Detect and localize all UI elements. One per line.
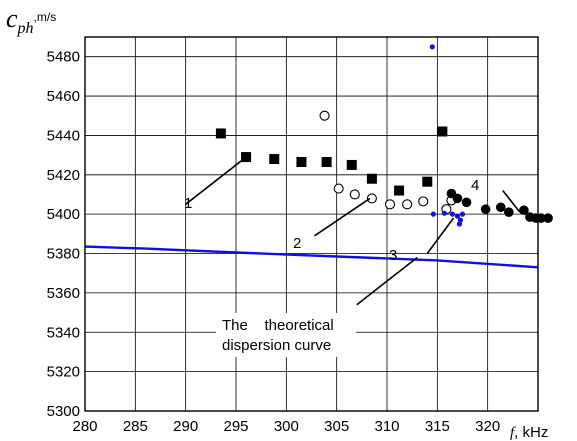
y-tick-label: 5420: [47, 167, 80, 184]
x-axis-label: f, kHz: [510, 424, 548, 441]
y-tick-label: 5380: [47, 246, 80, 263]
data-point-square: [296, 156, 307, 167]
data-point-blue-dot: [457, 217, 464, 223]
x-tick-label: 315: [425, 418, 450, 435]
data-point-filled-circle: [480, 204, 491, 215]
y-tick-label: 5400: [47, 206, 80, 223]
curve-label-line2: dispersion curve: [222, 337, 331, 354]
data-point-filled-circle: [504, 207, 514, 217]
annotation-leader-line: [502, 190, 521, 213]
x-tick-label: 295: [223, 418, 248, 435]
y-axis-symbol: c: [6, 4, 18, 33]
theoretical-curve-layer: [85, 245, 538, 269]
x-tick-label: 300: [274, 418, 299, 435]
x-tick-labels: 280 285 290 295 300 305 310 315 320: [72, 418, 500, 435]
x-tick-label: 320: [475, 418, 500, 435]
data-point-open-circle: [349, 189, 360, 200]
data-point-open-circle: [319, 110, 330, 121]
theoretical-dispersion-curve: [85, 245, 538, 269]
data-point-filled-circle: [461, 197, 472, 208]
annotation-leader-line: [185, 156, 247, 205]
data-point-square: [394, 185, 405, 196]
data-point-blue-dot: [441, 210, 447, 216]
y-tick-label: 5360: [47, 285, 80, 302]
x-tick-label: 310: [374, 418, 399, 435]
data-point-square: [321, 156, 332, 167]
y-axis-unit: ,m/s: [34, 10, 57, 24]
y-tick-label: 5320: [47, 364, 80, 381]
x-tick-label: 290: [173, 418, 198, 435]
x-axis-unit: , kHz: [514, 424, 548, 441]
data-point-blue-dot: [429, 44, 435, 50]
data-point-square: [366, 173, 377, 184]
x-tick-label: 285: [123, 418, 148, 435]
y-tick-label: 5440: [47, 127, 80, 144]
annotation-leader-line: [426, 217, 455, 255]
y-tick-label: 5480: [47, 49, 80, 66]
curve-number-4: 4: [471, 177, 479, 194]
data-point-blue-dot: [459, 211, 466, 217]
data-point-open-circle: [384, 199, 396, 210]
y-tick-labels: 5300 5320 5340 5360 5380 5400 5420 5440 5460 5480: [47, 49, 80, 420]
annotation-leader-line: [314, 197, 371, 237]
x-tick-label: 280: [72, 418, 97, 435]
data-point-square: [215, 128, 226, 139]
y-tick-label: 5460: [47, 88, 80, 105]
y-axis-subscript: ph: [17, 20, 34, 37]
data-point-blue-dot: [449, 211, 456, 217]
y-tick-label: 5340: [47, 324, 80, 341]
curve-number-3: 3: [389, 247, 397, 264]
curve-label-box: [216, 313, 356, 357]
data-point-blue-dot: [456, 221, 463, 227]
data-point-square: [422, 176, 433, 187]
x-axis-symbol: f: [510, 425, 516, 441]
data-point-filled-circle: [452, 193, 463, 204]
y-tick-label: 5300: [47, 403, 80, 420]
data-point-open-circle: [366, 193, 377, 204]
x-tick-label: 305: [324, 418, 349, 435]
data-point-open-circle: [418, 196, 429, 207]
data-point-square: [346, 159, 357, 170]
data-point-square: [437, 126, 448, 137]
data-point-filled-circle: [519, 205, 529, 216]
data-point-blue-dot: [454, 213, 461, 219]
curve-label-line1: The theoretical: [222, 317, 334, 334]
annotation-layer: [185, 156, 521, 306]
y-axis-label: cph,m/s: [6, 4, 56, 37]
data-point-filled-circle: [495, 202, 506, 213]
curve-number-2: 2: [293, 235, 301, 252]
data-point-square: [269, 154, 280, 165]
data-point-open-circle: [333, 183, 344, 194]
annotation-leader-line: [356, 256, 418, 306]
plot-frame: [84, 36, 539, 412]
data-point-blue-dot: [430, 211, 436, 217]
data-point-open-circle: [402, 199, 413, 210]
data-point-filled-circle: [543, 213, 553, 223]
curve-number-1: 1: [184, 195, 192, 212]
